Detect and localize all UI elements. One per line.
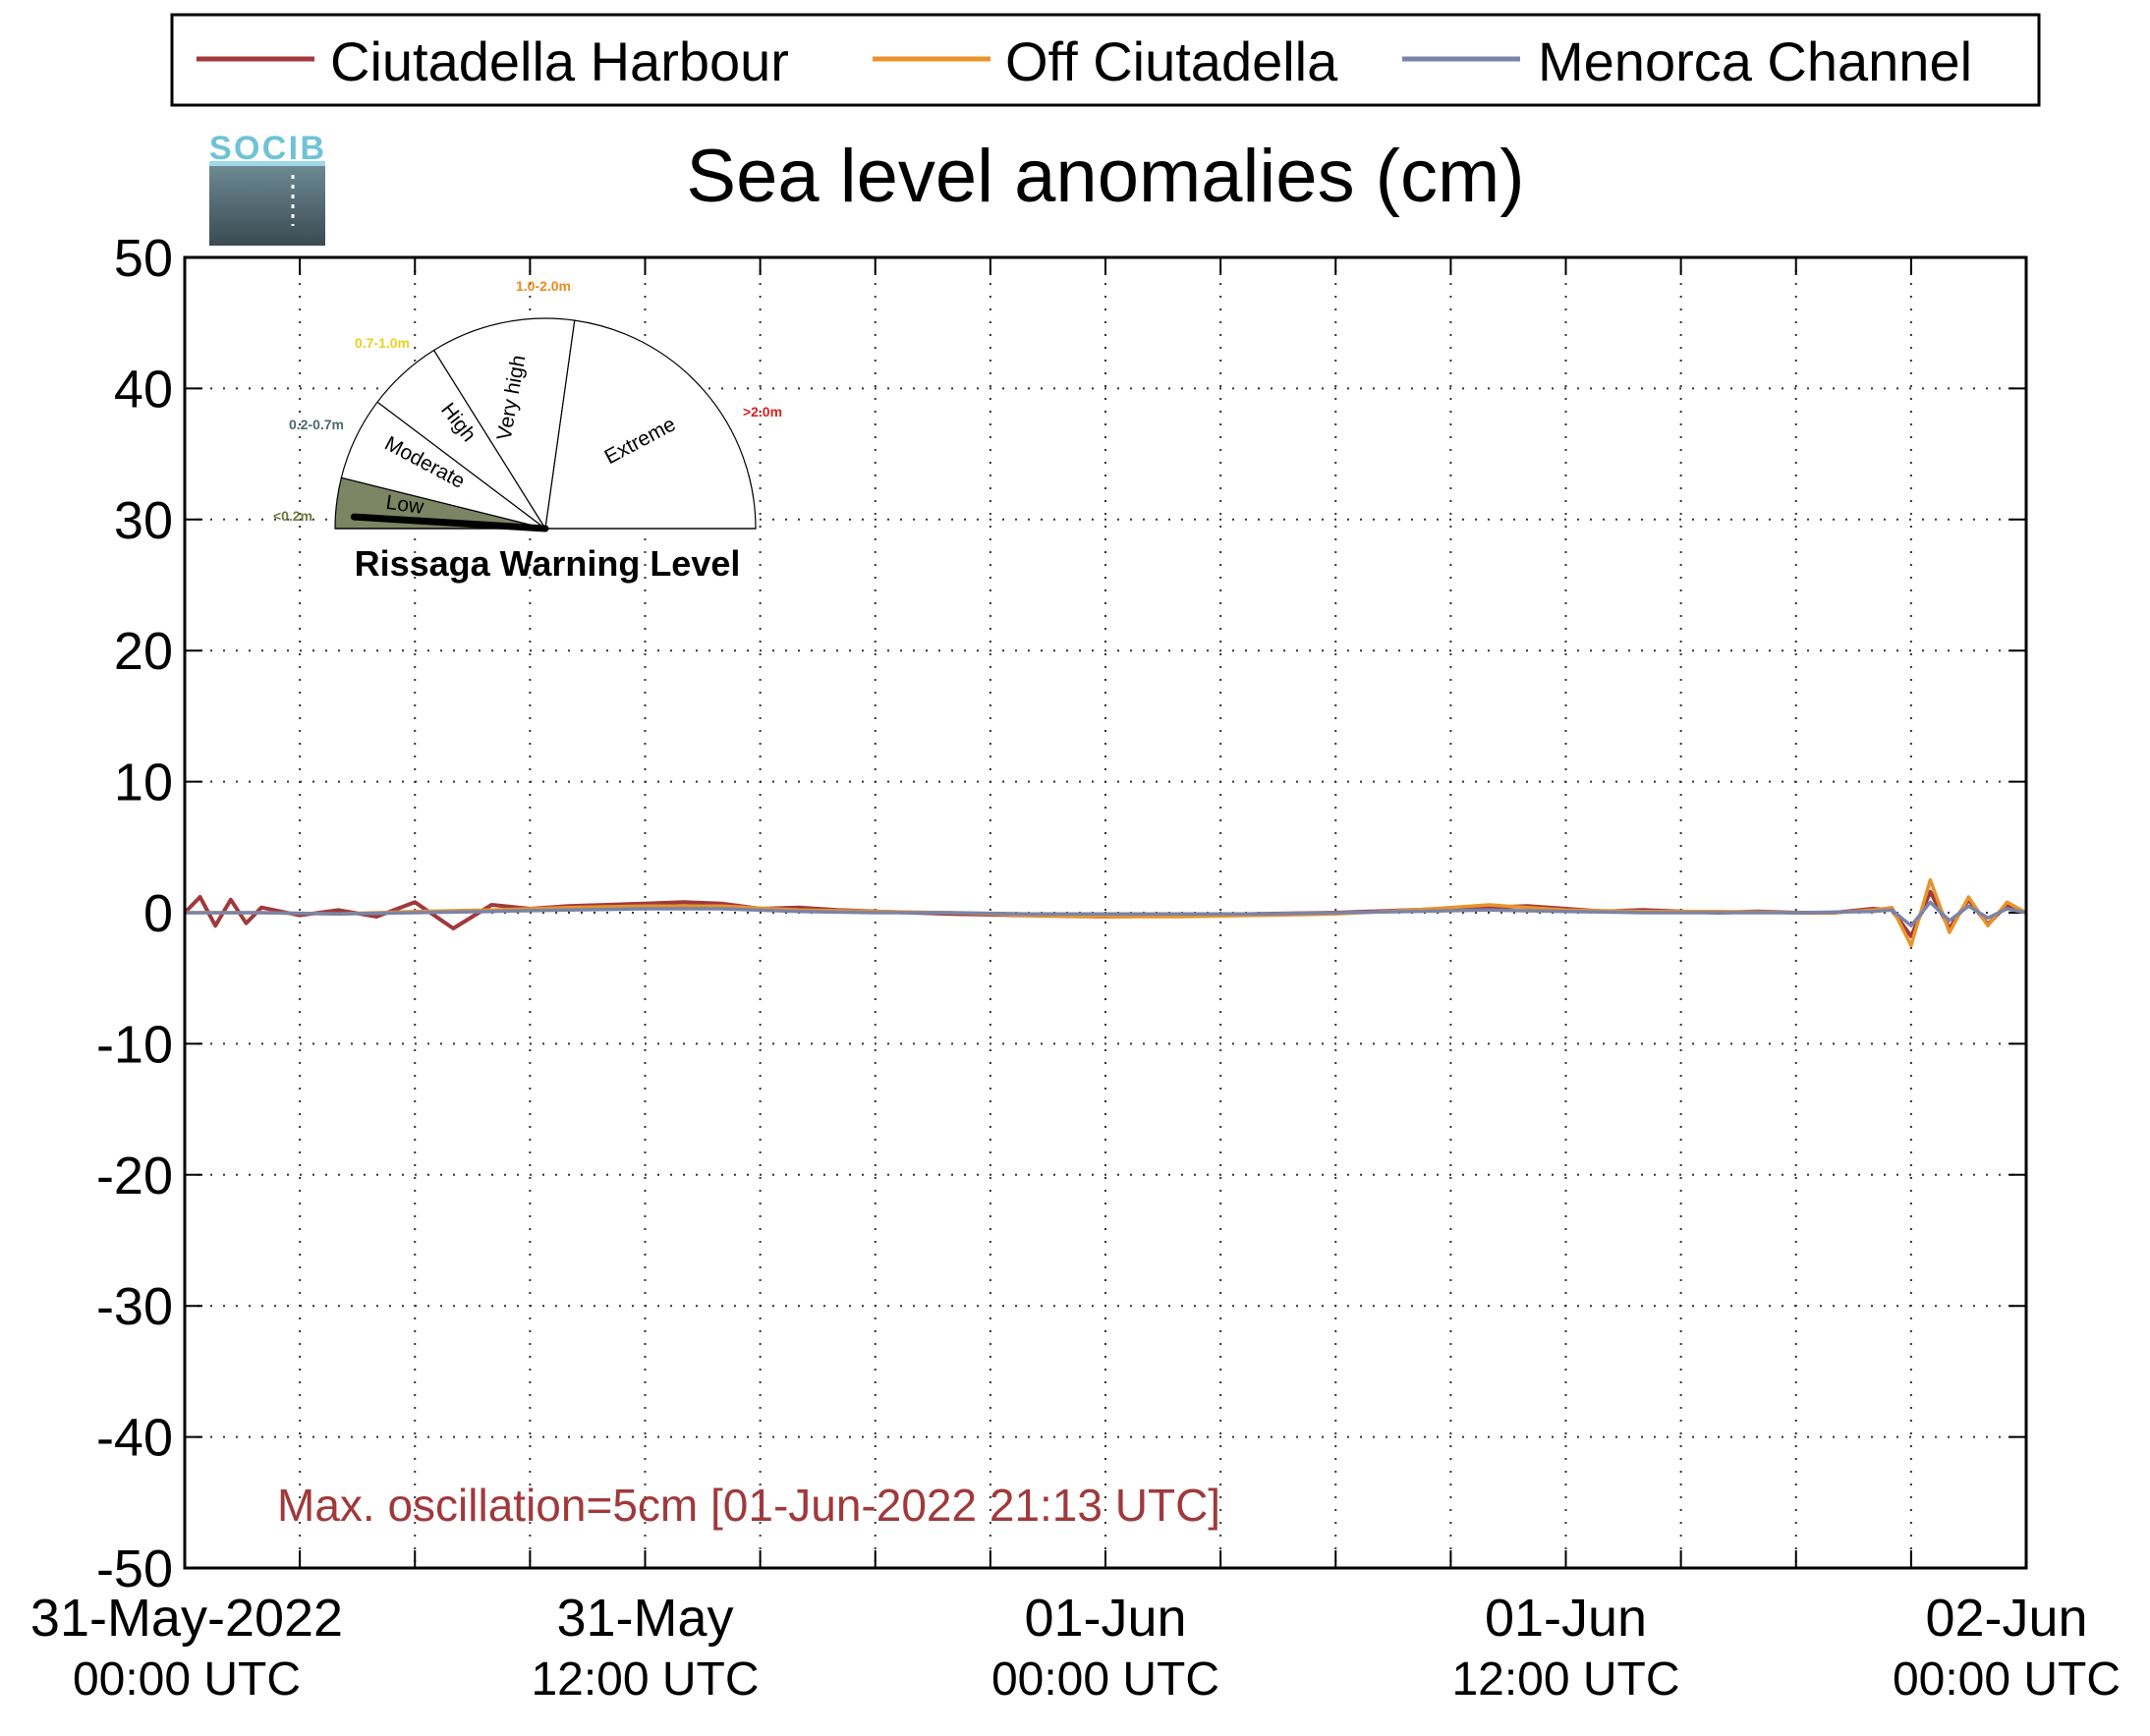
legend: Ciutadella Harbour Off Ciutadella Menorc… [170,13,2041,107]
legend-label-ciutadella-harbour: Ciutadella Harbour [330,30,789,92]
gauge-title: Rissaga Warning Level [355,543,741,584]
gauge-range-label: >2.0m [743,404,782,420]
y-tick-label: 20 [114,622,173,681]
y-tick-label: 50 [114,229,173,288]
y-tick-label: -20 [96,1147,173,1205]
y-tick-label: -50 [96,1540,173,1598]
y-tick-label: -30 [96,1277,173,1336]
x-tick-label-date: 01-Jun [1024,1589,1186,1648]
x-tick-label-time: 00:00 UTC [991,1653,1219,1706]
chart-title: Sea level anomalies (cm) [686,135,1524,218]
x-tick-label-time: 12:00 UTC [1451,1653,1679,1706]
socib-logo-text: SOCIB [209,130,325,167]
series-lines [183,877,2027,948]
y-tick-label: 0 [143,884,173,943]
x-tick-label-date: 02-Jun [1925,1589,2087,1648]
legend-label-menorca-channel: Menorca Channel [1538,30,1972,92]
x-tick-label-date: 31-May-2022 [30,1589,343,1648]
legend-frame [170,13,2041,107]
gauge-range-label: 0.2-0.7m [289,417,344,432]
x-tick-label-date: 31-May [556,1589,733,1648]
y-tick-label: 10 [114,754,173,812]
gauge-sector-very-high [432,317,576,531]
x-tick-label-time: 00:00 UTC [1893,1653,2121,1706]
legend-label-off-ciutadella: Off Ciutadella [1005,30,1338,92]
gauge-range-label: 1.0-2.0m [516,278,571,294]
gauge-range-label: <0.2m [273,508,312,524]
y-tick-label: 40 [114,360,173,419]
x-tick-label-time: 00:00 UTC [73,1653,301,1706]
gauge-range-label: 0.7-1.0m [355,335,410,351]
gauge-sector-extreme [544,319,757,530]
plot-frame [183,255,2028,1570]
max-oscillation-annotation: Max. oscillation=5cm [01-Jun-2022 21:13 … [277,1480,1220,1531]
series-line-menorca-channel [185,900,2027,928]
y-tick-label: 30 [114,491,173,550]
y-tick-label: -40 [96,1409,173,1468]
y-tick-label: -10 [96,1015,173,1074]
y-tick-labels: 50 40 30 20 10 0 -10 -20 -30 -40 -50 [96,229,173,1598]
socib-logo: SOCIB [209,130,325,246]
socib-logo-block [209,165,325,246]
x-tick-label-date: 01-Jun [1485,1589,1647,1648]
socib-logo-band [209,161,325,166]
x-tick-label-time: 12:00 UTC [531,1653,759,1706]
gauge-needle [350,513,549,532]
gauge-sector-label: Low [384,491,425,519]
